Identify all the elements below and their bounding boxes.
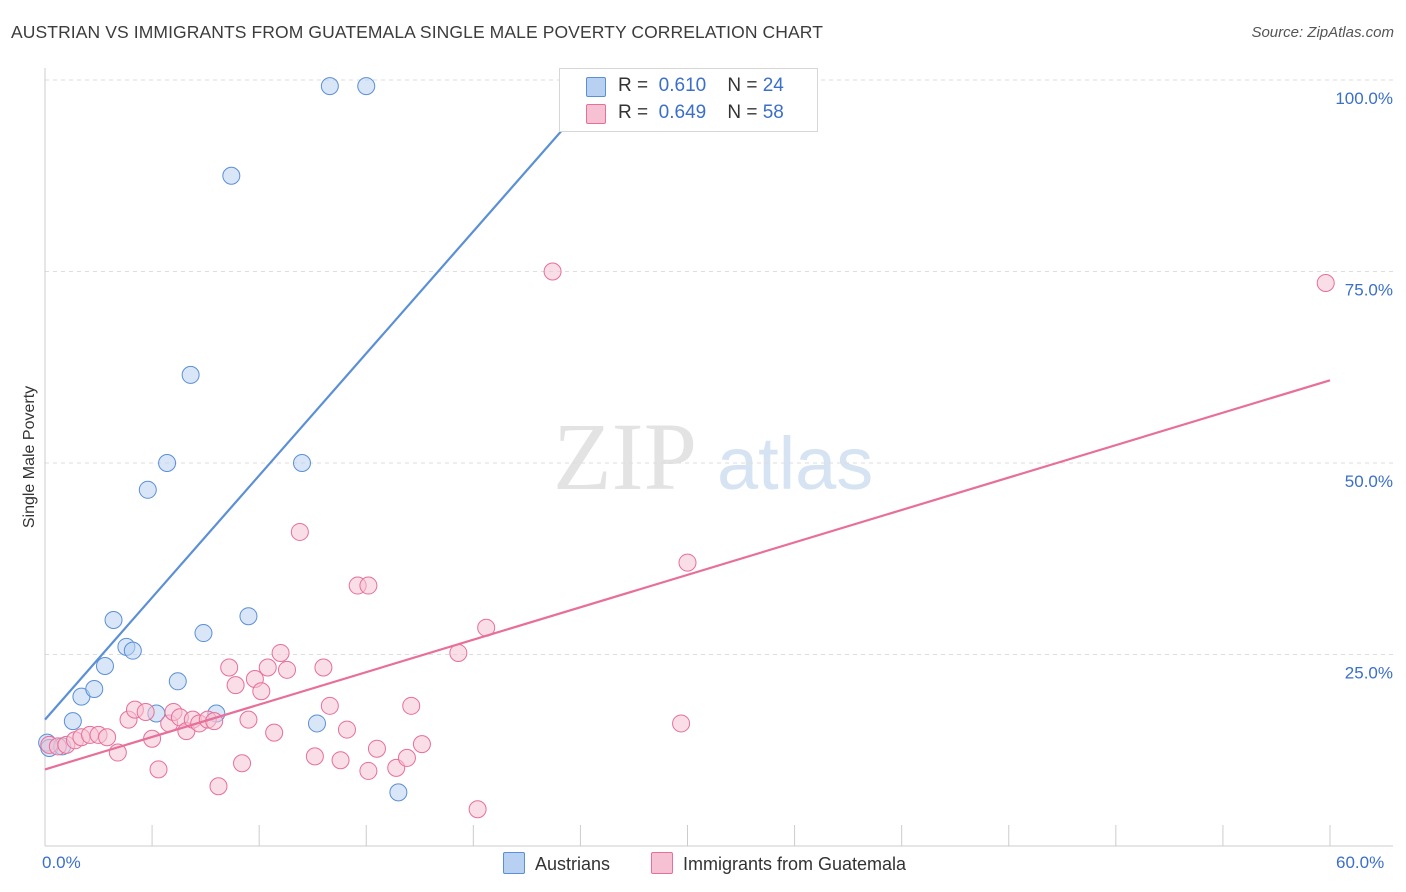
legend-stats-guatemala: R = 0.649 N = 58: [618, 102, 784, 123]
series-1-point-28: [252, 682, 271, 701]
legend-r-guatemala: 0.649: [658, 102, 707, 123]
series-1-point-7: [98, 728, 117, 747]
correlation-legend: R = 0.610 N = 24 R = 0.649 N = 58: [559, 68, 818, 132]
legend-n-austrians: 24: [762, 75, 784, 96]
series-1-point-32: [278, 660, 297, 679]
series-1-point-53: [1316, 273, 1335, 292]
series-0-point-18: [239, 607, 258, 626]
series-1-point-29: [258, 658, 277, 677]
x-tick-label-max: 60.0%: [1336, 853, 1385, 872]
series-1-point-22: [209, 777, 228, 796]
series-0-point-9: [123, 641, 142, 660]
axes: [44, 68, 1393, 847]
series-1-point-37: [331, 751, 350, 770]
series-0-point-21: [320, 77, 339, 96]
bottom-legend-guatemala: Immigrants from Guatemala: [651, 852, 906, 875]
series-0-point-5: [85, 679, 104, 698]
series-1-point-40: [359, 576, 378, 595]
bottom-legend-swatch-guatemala: [651, 852, 673, 874]
watermark-atlas: atlas: [717, 422, 873, 505]
series-0-point-19: [293, 454, 311, 472]
series-1-points: [40, 262, 1335, 819]
series-0-point-17: [222, 166, 241, 185]
series-1-point-45: [402, 696, 421, 715]
series-0-point-3: [63, 712, 82, 731]
series-1-point-35: [314, 658, 333, 677]
series-1-point-44: [397, 748, 416, 767]
series-1-point-11: [136, 702, 155, 721]
series-1-point-30: [265, 723, 284, 742]
bottom-legend-swatch-austrians: [503, 852, 525, 874]
chart-title: AUSTRIAN VS IMMIGRANTS FROM GUATEMALA SI…: [11, 22, 823, 42]
trend-line-1: [44, 379, 1331, 771]
series-0-point-6: [95, 656, 114, 675]
x-axis-ticks: [44, 825, 1331, 846]
trend-lines: [44, 79, 1331, 771]
series-1-point-34: [305, 747, 324, 766]
y-tick-label-3: 100.0%: [1335, 89, 1393, 108]
legend-swatch-guatemala: [586, 104, 606, 124]
y-tick-label-2: 75.0%: [1345, 281, 1393, 300]
trend-line-0: [44, 79, 607, 721]
series-1-point-36: [320, 696, 339, 715]
bottom-legend-label-guatemala: Immigrants from Guatemala: [683, 854, 907, 874]
series-0-points: [38, 77, 408, 802]
x-tick-label-min: 0.0%: [42, 853, 81, 872]
series-0-point-13: [168, 672, 187, 691]
series-0-point-22: [357, 77, 376, 96]
series-1-point-41: [359, 761, 378, 780]
series-1-point-51: [672, 714, 691, 733]
series-0-point-23: [389, 783, 408, 802]
series-1-point-50: [543, 262, 562, 281]
series-1-point-26: [239, 710, 258, 729]
series-0-point-12: [158, 454, 177, 472]
series-1-point-13: [149, 760, 168, 779]
series-1-point-31: [271, 643, 290, 662]
bottom-legend-label-austrians: Austrians: [535, 854, 611, 874]
series-1-point-23: [220, 658, 239, 677]
series-1-point-52: [678, 553, 697, 572]
legend-r-austrians: 0.610: [658, 75, 707, 96]
series-0-point-10: [138, 480, 157, 499]
series-1-point-38: [337, 720, 356, 739]
bottom-legend-austrians: Austrians: [503, 852, 610, 875]
series-1-point-42: [367, 739, 386, 758]
series-1-point-33: [290, 522, 309, 541]
series-0-point-7: [104, 611, 123, 630]
y-axis-label: Single Male Poverty: [21, 385, 38, 529]
legend-stats-austrians: R = 0.610 N = 24: [618, 75, 784, 96]
watermark-zip: ZIP: [553, 403, 697, 510]
series-1-point-25: [233, 754, 252, 773]
data-points: [38, 77, 1335, 819]
y-tick-label-0: 25.0%: [1345, 664, 1393, 683]
series-1-point-21: [205, 712, 224, 731]
y-tick-label-1: 50.0%: [1345, 472, 1393, 491]
series-1-point-48: [468, 800, 487, 819]
legend-n-guatemala: 58: [762, 102, 784, 123]
legend-swatch-austrians: [586, 77, 606, 97]
watermark: ZIP atlas: [553, 403, 873, 510]
series-0-point-14: [181, 365, 200, 384]
series-1-point-46: [412, 735, 431, 754]
series-1-point-24: [226, 676, 245, 695]
grid-lines: [45, 79, 1393, 655]
series-0-point-15: [194, 624, 213, 643]
series-0-point-20: [307, 714, 326, 733]
y-tick-labels: 25.0% 50.0% 75.0% 100.0%: [1335, 89, 1393, 683]
chart-source: Source: ZipAtlas.com: [1251, 24, 1394, 41]
